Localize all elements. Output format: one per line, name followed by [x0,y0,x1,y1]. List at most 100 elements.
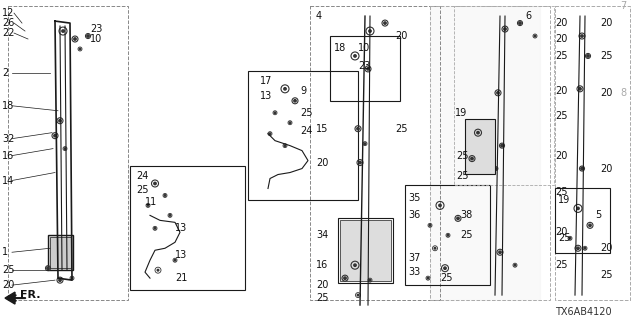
Bar [555,6,630,300]
Text: 6: 6 [525,11,531,21]
Text: 25: 25 [300,108,312,118]
Circle shape [499,251,501,253]
Circle shape [79,48,81,50]
Circle shape [457,217,460,220]
Circle shape [497,92,499,94]
Bar [340,220,391,281]
Circle shape [344,277,346,279]
Text: 2: 2 [2,68,8,78]
Text: 33: 33 [408,267,420,277]
Circle shape [569,237,571,239]
Circle shape [514,264,516,266]
Circle shape [534,35,536,37]
Circle shape [519,22,521,24]
Text: 13: 13 [175,223,188,233]
Circle shape [64,148,66,149]
Circle shape [369,30,371,32]
Circle shape [364,143,366,144]
Text: 20: 20 [316,157,328,168]
Text: 5: 5 [595,210,601,220]
Text: 16: 16 [2,151,14,161]
Circle shape [289,122,291,124]
Text: 16: 16 [316,260,328,270]
Bar [130,165,245,290]
Circle shape [294,100,296,102]
Text: 20: 20 [555,34,568,44]
Text: 35: 35 [408,193,420,204]
Circle shape [164,195,166,196]
Text: 25: 25 [555,51,568,61]
Circle shape [59,279,61,281]
Bar [430,6,550,300]
Circle shape [384,22,386,24]
Text: 4: 4 [316,11,322,21]
Text: 20: 20 [600,88,612,98]
Circle shape [284,88,286,90]
Text: 26: 26 [2,18,14,28]
Text: 10: 10 [90,34,102,44]
Circle shape [428,277,429,279]
Bar [405,186,490,285]
Text: 25: 25 [558,233,570,243]
Circle shape [354,55,356,57]
Text: 24: 24 [300,126,312,136]
Circle shape [284,145,286,147]
Circle shape [367,68,369,70]
Bar [248,71,358,200]
Bar [8,6,128,300]
Circle shape [587,55,589,57]
Text: 14: 14 [2,175,14,186]
Text: 19: 19 [455,108,467,118]
Circle shape [589,224,591,227]
Circle shape [584,247,586,249]
Text: 37: 37 [408,253,420,263]
Circle shape [577,247,579,250]
Circle shape [581,167,583,170]
Text: 7: 7 [620,1,627,11]
Circle shape [54,134,56,137]
Text: TX6AB4120: TX6AB4120 [555,307,612,317]
Circle shape [447,235,449,236]
Text: 20: 20 [600,243,612,253]
Text: 36: 36 [408,210,420,220]
Text: 23: 23 [358,61,371,71]
Text: 25: 25 [555,111,568,121]
Text: 13: 13 [260,91,272,101]
Circle shape [429,225,431,226]
Circle shape [47,267,49,269]
Text: 20: 20 [555,18,568,28]
Text: 25: 25 [316,293,328,303]
Text: 1: 1 [2,247,8,257]
Bar [465,119,495,173]
Polygon shape [5,292,15,304]
Text: 25: 25 [460,230,472,240]
Text: 22: 22 [2,28,15,38]
Text: 20: 20 [555,151,568,161]
Circle shape [62,30,64,32]
Circle shape [157,269,159,271]
Circle shape [354,264,356,266]
Circle shape [71,277,73,279]
Text: 8: 8 [620,88,626,98]
Text: 32: 32 [2,134,14,144]
Text: 21: 21 [175,273,188,283]
Text: 38: 38 [460,210,472,220]
Bar [310,6,440,300]
Text: 25: 25 [600,51,612,61]
Text: 18: 18 [334,43,346,53]
Circle shape [581,35,583,37]
Text: 25: 25 [555,188,568,197]
Text: 9: 9 [300,86,306,96]
Circle shape [154,182,156,185]
Text: 20: 20 [600,164,612,173]
Circle shape [439,204,441,207]
Text: 11: 11 [145,197,157,207]
Circle shape [504,28,506,30]
Circle shape [147,204,149,206]
Text: 17: 17 [260,76,273,86]
Text: 25: 25 [395,124,408,134]
Text: FR.: FR. [20,290,40,300]
Circle shape [477,132,479,134]
Text: 25: 25 [2,265,15,275]
Text: 25: 25 [440,273,452,283]
